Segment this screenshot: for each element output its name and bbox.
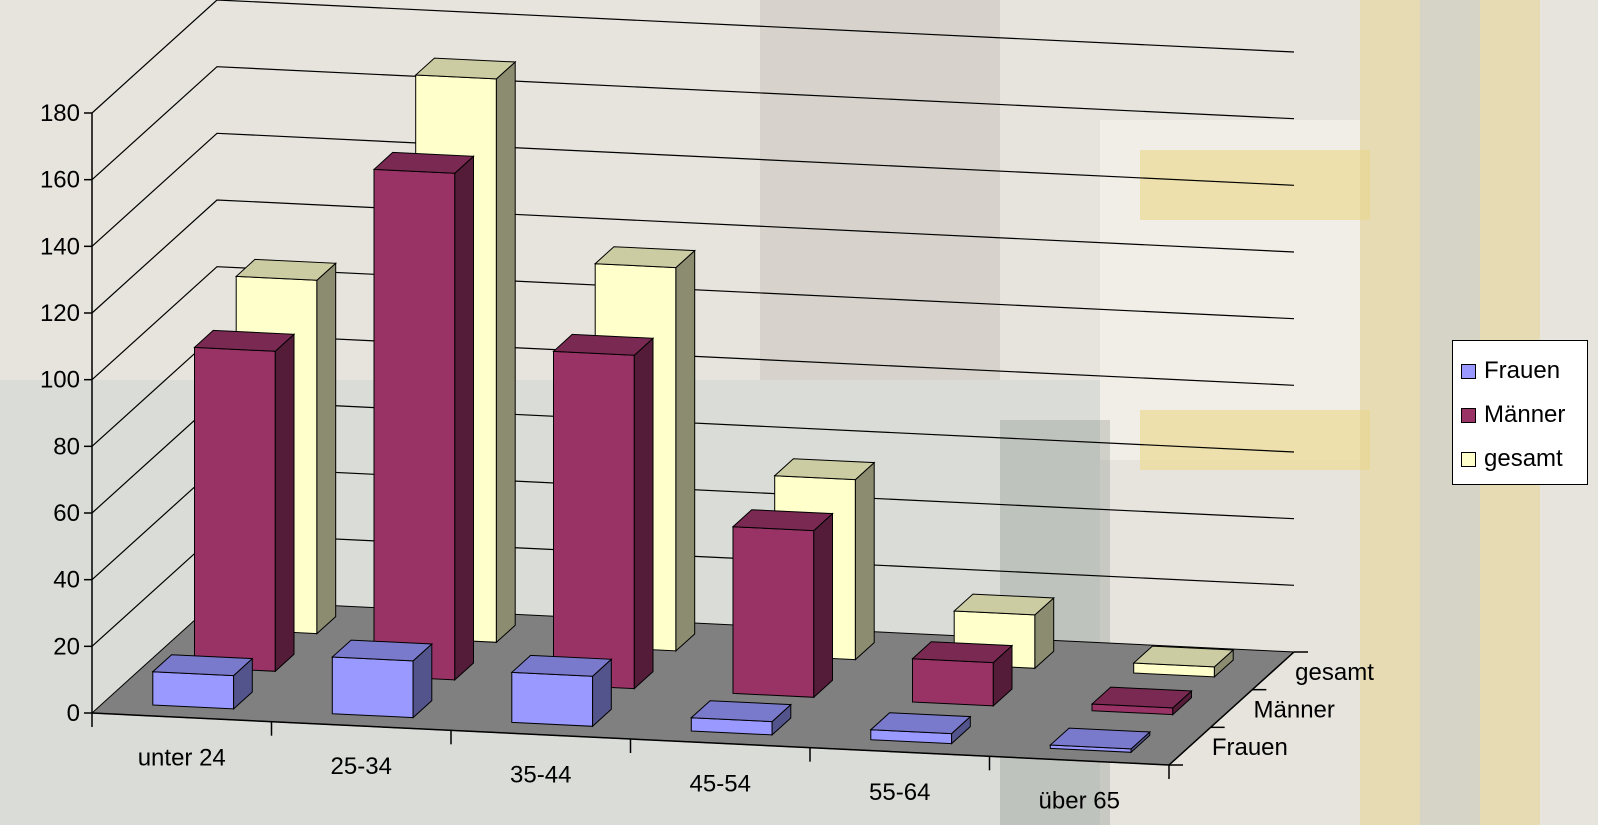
bar-top — [911, 641, 1014, 664]
y-tick-label: 20 — [53, 633, 80, 660]
x-category-label: unter 24 — [138, 744, 226, 771]
depth-axis-labels: gesamt Männer Frauen — [1169, 651, 1374, 766]
bar-front — [912, 658, 994, 707]
bar-side — [495, 60, 516, 644]
y-tick-label: 180 — [40, 100, 80, 127]
y-tick-label: 0 — [67, 700, 80, 727]
bar-top — [690, 700, 793, 723]
bar-top — [731, 509, 834, 532]
bar-top — [193, 329, 296, 352]
bar-top — [593, 246, 696, 269]
bar-mnner-3 — [731, 509, 834, 699]
x-category-label: 35-44 — [510, 762, 571, 789]
depth-label: gesamt — [1295, 659, 1374, 686]
bar-top — [234, 258, 337, 281]
depth-label: Frauen — [1212, 734, 1288, 761]
bar-top — [1132, 645, 1235, 668]
bar-side — [274, 333, 295, 673]
bar-front — [331, 656, 414, 719]
x-category-label: über 65 — [1039, 788, 1120, 815]
legend-label: Frauen — [1484, 357, 1561, 384]
bar-front — [553, 350, 635, 690]
gridline — [91, 132, 1295, 247]
bar-side — [316, 262, 337, 635]
bar-front — [152, 671, 235, 710]
y-tick-label: 80 — [53, 433, 80, 460]
bar-front — [373, 168, 456, 681]
y-tick-label: 120 — [40, 300, 80, 327]
bar-mnner-4 — [911, 641, 1014, 708]
depth-axis-line — [1168, 651, 1295, 766]
bar-top — [869, 712, 972, 735]
bar-top — [331, 639, 434, 662]
legend-label: Männer — [1484, 401, 1566, 428]
bar-top — [773, 458, 876, 481]
x-axis-labels: unter 24 25-34 35-44 45-54 55-64 über 65 — [91, 713, 1170, 815]
y-tick-label: 60 — [53, 500, 80, 527]
bar-frauen-0 — [151, 654, 254, 711]
bar-gesamt-5 — [1132, 645, 1235, 679]
bar-front — [194, 346, 276, 672]
bar-frauen-4 — [869, 712, 972, 745]
y-tick-label: 40 — [53, 567, 80, 594]
bar-top — [952, 593, 1055, 616]
y-axis-ticks: 0 20 40 60 80 100 120 140 160 180 — [40, 100, 92, 727]
y-tick-label: 100 — [40, 367, 80, 394]
gridline — [91, 199, 1295, 314]
gridline — [91, 0, 1295, 114]
bar-side — [633, 337, 654, 690]
bar-frauen-1 — [331, 639, 434, 719]
legend-label: gesamt — [1484, 445, 1563, 472]
bar-top — [510, 654, 613, 677]
bar-top — [151, 654, 254, 677]
bar-side — [675, 249, 696, 653]
bars — [151, 57, 1235, 754]
legend-item-maenner: Männer — [1461, 393, 1587, 437]
y-tick-label: 140 — [40, 233, 80, 260]
legend-swatch-frauen — [1461, 363, 1476, 379]
x-category-label: 45-54 — [690, 770, 751, 797]
bar-mnner-0 — [193, 329, 296, 673]
legend: Frauen Männer gesamt — [1452, 340, 1588, 485]
gridline — [91, 66, 1295, 181]
bar-top — [1090, 686, 1193, 709]
bar-top — [414, 57, 517, 80]
bar-front — [511, 671, 594, 727]
y-tick-label: 160 — [40, 167, 80, 194]
bar-frauen-3 — [690, 700, 793, 737]
bar-frauen-2 — [510, 654, 613, 728]
x-category-label: 25-34 — [331, 753, 392, 780]
bar-side — [813, 512, 833, 699]
legend-swatch-gesamt — [1461, 451, 1476, 467]
bar-mnner-5 — [1090, 686, 1193, 716]
bar-front — [732, 526, 815, 698]
bar-frauen-5 — [1049, 727, 1152, 754]
gridline — [91, 266, 1295, 381]
x-category-label: 55-64 — [869, 779, 930, 806]
bar-top — [552, 333, 655, 356]
bar-side — [854, 461, 875, 661]
bar-top — [1049, 727, 1152, 750]
bar-side — [454, 155, 474, 682]
depth-label: Männer — [1254, 697, 1335, 724]
bar-mnner-1 — [372, 151, 475, 682]
legend-swatch-maenner — [1461, 407, 1476, 423]
legend-item-frauen: Frauen — [1461, 349, 1587, 393]
bar-mnner-2 — [552, 333, 655, 690]
bar-top — [372, 151, 475, 174]
legend-item-gesamt: gesamt — [1461, 437, 1587, 481]
